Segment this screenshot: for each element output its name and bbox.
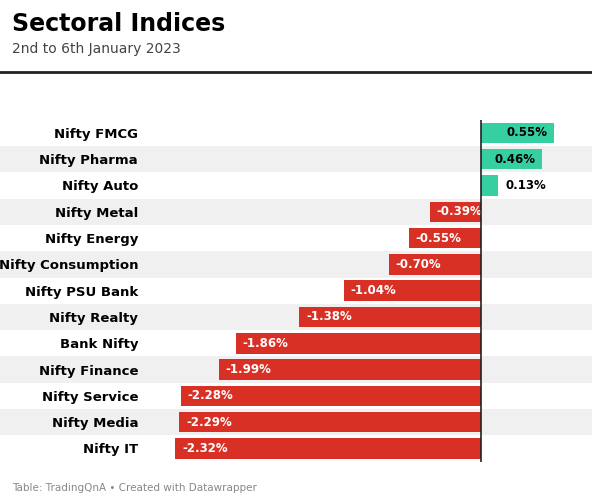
Bar [0,409,592,435]
Text: 0.46%: 0.46% [494,153,535,166]
Bar [0,146,592,172]
Text: -0.55%: -0.55% [416,232,461,245]
Text: -0.70%: -0.70% [395,258,441,271]
Bar [0,120,592,146]
Bar [0,172,592,199]
Bar [0,225,592,251]
Text: -1.99%: -1.99% [226,363,271,376]
Text: -0.39%: -0.39% [436,205,482,218]
Bar [389,254,481,274]
Bar [481,175,498,196]
Text: 0.55%: 0.55% [506,126,547,139]
Bar [0,199,592,225]
Text: Sectoral Indices: Sectoral Indices [12,12,225,36]
Text: 0.13%: 0.13% [505,179,546,192]
Text: -2.29%: -2.29% [186,416,231,429]
Bar [300,307,481,327]
Bar [0,251,592,277]
Bar [219,359,481,380]
Bar [430,202,481,222]
Bar [0,277,592,304]
Bar [481,149,542,170]
Bar [0,304,592,330]
Bar [179,412,481,433]
Bar [236,333,481,353]
Bar [408,228,481,249]
Bar [0,356,592,383]
Text: 2nd to 6th January 2023: 2nd to 6th January 2023 [12,42,181,56]
Bar [481,123,554,143]
Bar [0,383,592,409]
Text: -1.38%: -1.38% [306,310,352,323]
Text: -2.32%: -2.32% [182,442,227,455]
Text: -1.04%: -1.04% [350,284,397,297]
Text: Table: TradingQnA • Created with Datawrapper: Table: TradingQnA • Created with Datawra… [12,483,257,493]
Bar [344,280,481,301]
Text: -2.28%: -2.28% [187,389,233,402]
Bar [175,438,481,459]
Bar [0,330,592,356]
Bar [0,435,592,462]
Text: -1.86%: -1.86% [243,337,288,350]
Bar [181,386,481,406]
